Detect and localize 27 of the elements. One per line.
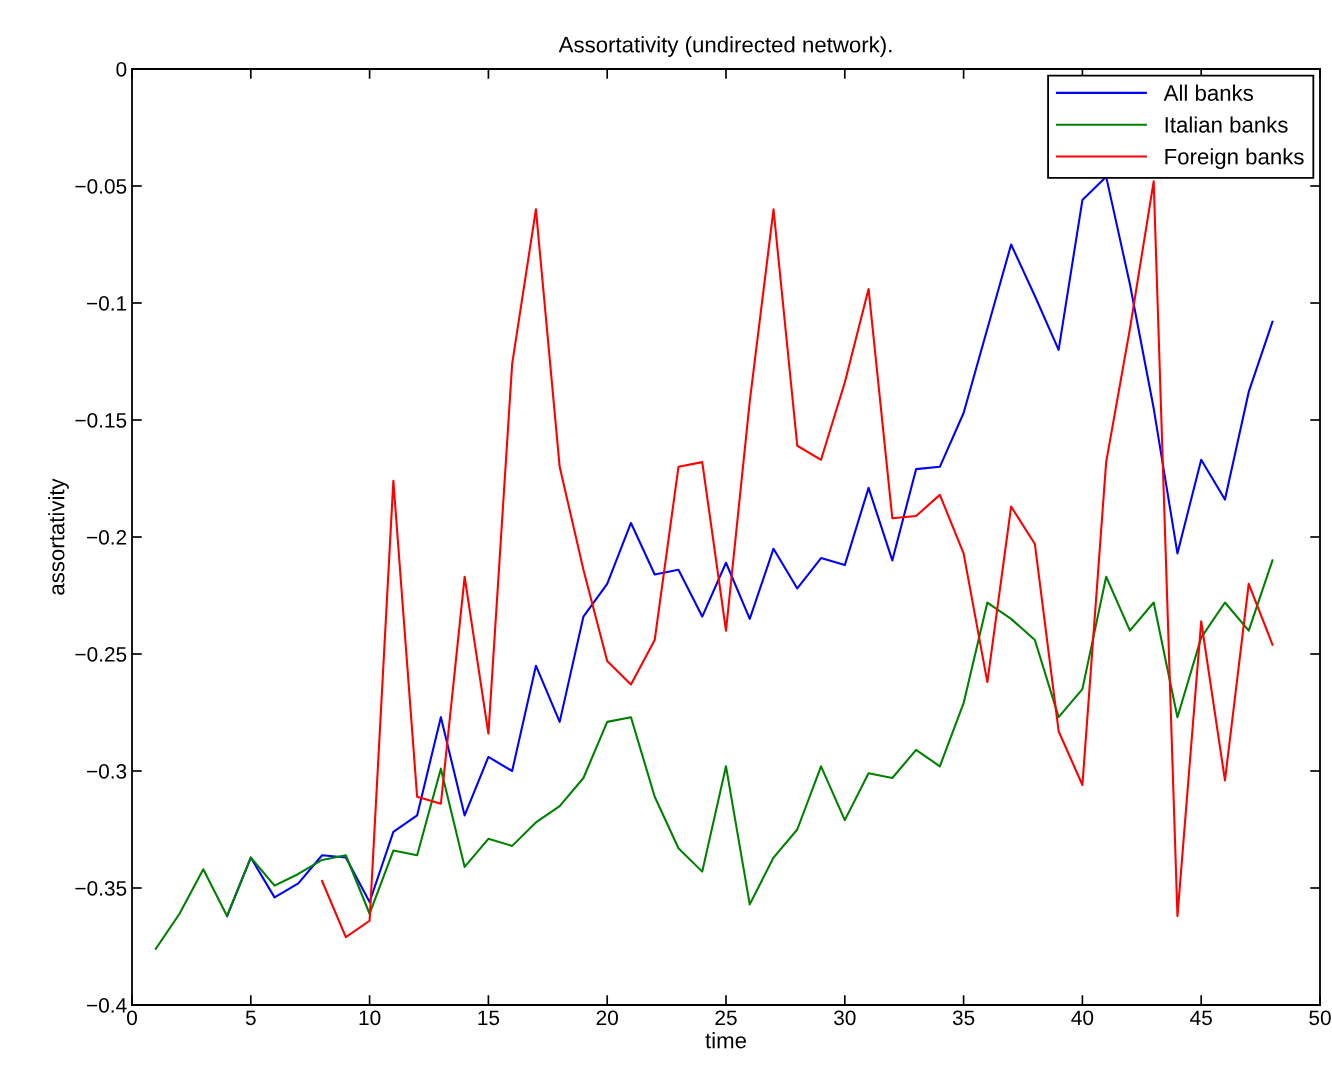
y-tick-label: 0: [116, 62, 127, 77]
x-tick-label: 50: [1309, 1010, 1331, 1026]
y-tick-label: −0.4: [87, 998, 127, 1013]
y-tick-label: −0.05: [75, 179, 127, 194]
y-tick-label: −0.35: [75, 881, 127, 896]
x-tick-label: 20: [596, 1010, 618, 1026]
x-tick-label: 35: [952, 1010, 975, 1026]
y-axis-title: assortativity: [48, 478, 69, 595]
y-tick-label: −0.15: [75, 413, 127, 428]
x-tick-label: 40: [1071, 1010, 1094, 1026]
x-tick-label: 10: [359, 1010, 381, 1026]
y-tick-label: −0.25: [75, 647, 127, 662]
y-tick-label: −0.1: [87, 296, 127, 311]
line-series: [154, 559, 1274, 950]
y-tick-label: −0.3: [87, 764, 127, 779]
chart-title: Assortativity (undirected network).: [558, 36, 892, 57]
legend-label: All banks: [1163, 84, 1253, 101]
x-tick-label: 15: [478, 1010, 500, 1026]
x-axis-title: time: [705, 1032, 746, 1049]
legend-label: Foreign banks: [1165, 148, 1304, 169]
legend-label: Italian banks: [1165, 116, 1288, 133]
x-tick-label: 45: [1190, 1010, 1212, 1026]
x-tick-label: 25: [715, 1010, 737, 1026]
x-tick-label: 0: [127, 1010, 137, 1026]
x-tick-label: 5: [245, 1010, 256, 1026]
x-tick-label: 30: [834, 1010, 856, 1026]
y-tick-label: −0.2: [87, 530, 127, 545]
